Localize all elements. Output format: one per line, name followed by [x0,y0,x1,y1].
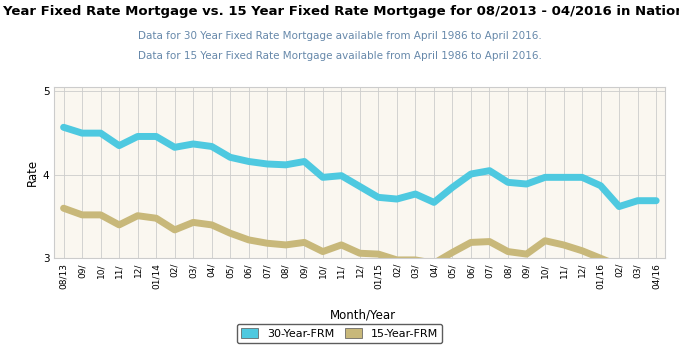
15-Year-FRM [522,252,530,256]
30-Year-FRM [411,192,420,196]
30-Year-FRM [448,185,456,190]
30-Year-FRM [504,180,512,184]
30-Year-FRM [189,142,198,146]
30-Year-FRM [374,195,382,200]
15-Year-FRM [318,250,327,254]
Text: 30 Year Fixed Rate Mortgage vs. 15 Year Fixed Rate Mortgage for 08/2013 - 04/201: 30 Year Fixed Rate Mortgage vs. 15 Year … [0,5,679,18]
30-Year-FRM [597,184,605,188]
30-Year-FRM [226,155,234,159]
30-Year-FRM [356,184,364,188]
15-Year-FRM [374,252,382,256]
Text: Data for 30 Year Fixed Rate Mortgage available from April 1986 to April 2016.: Data for 30 Year Fixed Rate Mortgage ava… [138,31,541,42]
30-Year-FRM [522,182,530,186]
15-Year-FRM [263,241,272,245]
15-Year-FRM [134,214,142,218]
15-Year-FRM [189,220,198,224]
15-Year-FRM [652,264,660,268]
15-Year-FRM [282,243,290,247]
15-Year-FRM [578,248,586,253]
Legend: 30-Year-FRM, 15-Year-FRM: 30-Year-FRM, 15-Year-FRM [237,324,442,343]
30-Year-FRM [134,134,142,139]
15-Year-FRM [170,228,179,232]
15-Year-FRM [226,231,234,235]
Text: Month/Year: Month/Year [330,309,397,322]
15-Year-FRM [467,240,475,245]
15-Year-FRM [559,243,568,247]
15-Year-FRM [485,239,494,244]
30-Year-FRM [393,197,401,201]
30-Year-FRM [430,200,438,205]
15-Year-FRM [152,216,160,220]
30-Year-FRM [615,205,623,209]
15-Year-FRM [430,261,438,265]
30-Year-FRM [300,159,308,164]
30-Year-FRM [263,162,272,166]
15-Year-FRM [356,251,364,255]
15-Year-FRM [541,239,549,243]
30-Year-FRM [115,143,123,148]
15-Year-FRM [597,256,605,260]
30-Year-FRM [282,163,290,167]
Y-axis label: Rate: Rate [26,159,39,186]
15-Year-FRM [300,240,308,245]
Line: 15-Year-FRM: 15-Year-FRM [64,208,656,266]
15-Year-FRM [393,258,401,262]
30-Year-FRM [634,199,642,203]
15-Year-FRM [337,243,346,247]
30-Year-FRM [170,145,179,149]
30-Year-FRM [559,175,568,179]
30-Year-FRM [541,175,549,179]
15-Year-FRM [115,223,123,227]
15-Year-FRM [504,250,512,254]
30-Year-FRM [467,172,475,176]
15-Year-FRM [60,206,68,210]
30-Year-FRM [337,173,346,178]
30-Year-FRM [152,134,160,139]
30-Year-FRM [208,144,216,149]
15-Year-FRM [208,223,216,227]
30-Year-FRM [318,175,327,179]
30-Year-FRM [244,159,253,164]
30-Year-FRM [96,131,105,135]
15-Year-FRM [244,238,253,242]
Line: 30-Year-FRM: 30-Year-FRM [64,127,656,207]
15-Year-FRM [78,213,86,217]
15-Year-FRM [96,213,105,217]
15-Year-FRM [634,262,642,266]
30-Year-FRM [60,125,68,129]
30-Year-FRM [578,175,586,179]
15-Year-FRM [411,258,420,262]
30-Year-FRM [652,199,660,203]
15-Year-FRM [615,264,623,268]
15-Year-FRM [448,250,456,254]
Text: Data for 15 Year Fixed Rate Mortgage available from April 1986 to April 2016.: Data for 15 Year Fixed Rate Mortgage ava… [138,51,541,61]
30-Year-FRM [78,131,86,135]
30-Year-FRM [485,169,494,173]
